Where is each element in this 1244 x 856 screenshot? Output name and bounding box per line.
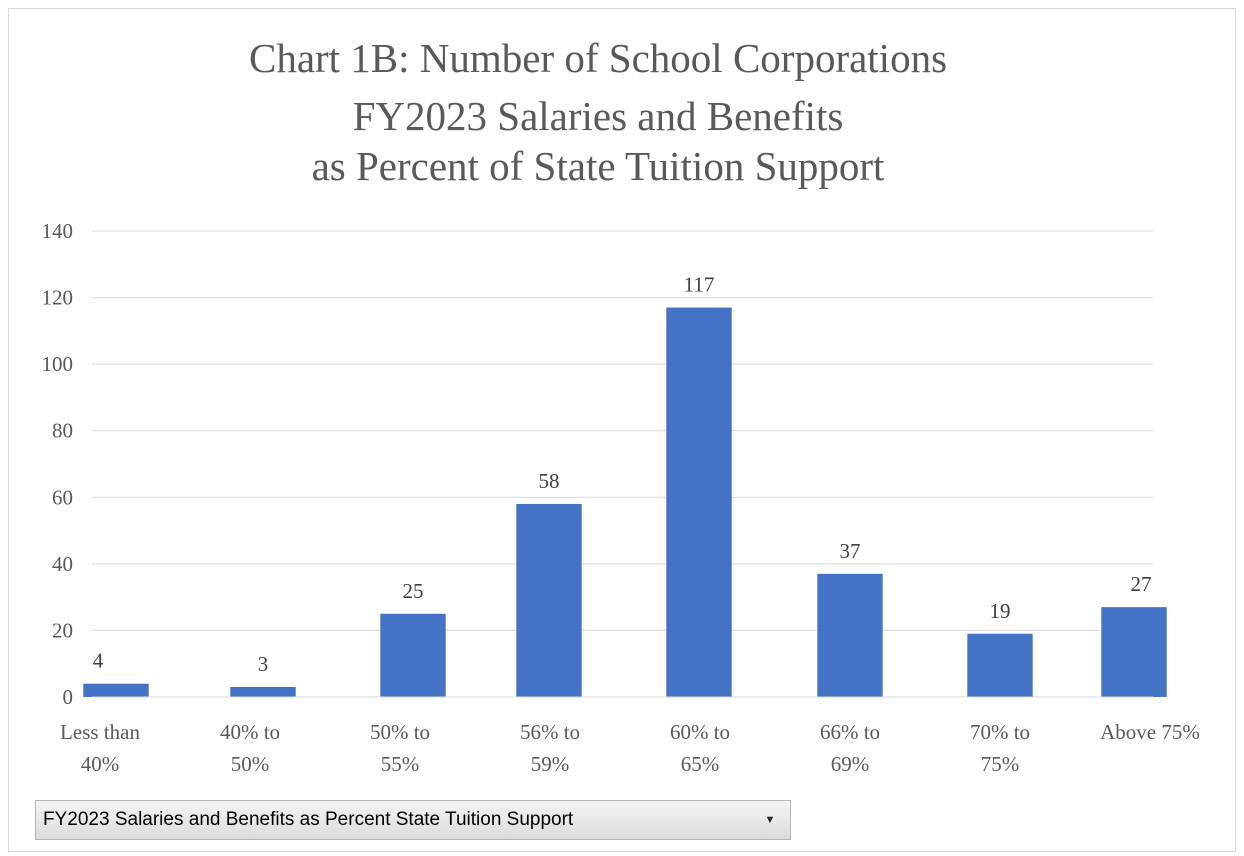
data-label: 19 — [990, 599, 1011, 623]
x-tick-label: 69% — [831, 752, 870, 776]
field-filter-button[interactable]: FY2023 Salaries and Benefits as Percent … — [35, 800, 791, 840]
x-tick-label: 40% to — [220, 720, 280, 744]
x-tick-label: 60% to — [670, 720, 730, 744]
data-label: 27 — [1131, 572, 1152, 596]
x-tick-label: 50% — [231, 752, 270, 776]
chart-frame: Chart 1B: Number of School Corporations F… — [8, 8, 1236, 852]
dropdown-arrow-icon[interactable]: ▼ — [764, 814, 776, 826]
bar — [230, 687, 296, 697]
x-tick-label: 70% to — [970, 720, 1030, 744]
y-tick-label: 40 — [52, 552, 73, 576]
y-tick-label: 0 — [63, 685, 74, 709]
x-tick-label: 56% to — [520, 720, 580, 744]
x-tick-label: 50% to — [370, 720, 430, 744]
chart-title-line: as Percent of State Tuition Support — [312, 143, 885, 189]
x-tick-label: 65% — [681, 752, 720, 776]
bar — [83, 683, 149, 697]
bar — [380, 613, 446, 697]
bar — [1101, 607, 1167, 697]
bar-chart: Chart 1B: Number of School Corporations F… — [42, 35, 1200, 776]
y-tick-label: 60 — [52, 485, 73, 509]
x-tick-label: 66% to — [820, 720, 880, 744]
y-tick-label: 120 — [42, 286, 74, 310]
y-tick-label: 20 — [52, 618, 73, 642]
y-tick-label: 140 — [42, 219, 74, 243]
bar — [817, 573, 883, 697]
y-tick-label: 80 — [52, 419, 73, 443]
data-label: 117 — [684, 273, 715, 297]
data-label: 37 — [840, 539, 861, 563]
x-tick-label: 75% — [981, 752, 1020, 776]
chart-title-line: Chart 1B: Number of School Corporations — [249, 35, 947, 81]
field-filter-label: FY2023 Salaries and Benefits as Percent … — [43, 809, 574, 830]
data-label: 3 — [258, 652, 269, 676]
bar — [516, 503, 582, 697]
x-tick-label: Above 75% — [1100, 720, 1200, 744]
bar — [666, 307, 732, 697]
x-tick-label: 55% — [381, 752, 420, 776]
bar — [967, 633, 1033, 697]
x-tick-label: 59% — [531, 752, 570, 776]
x-tick-label: Less than — [60, 720, 140, 744]
chart-title-line: FY2023 Salaries and Benefits — [353, 93, 844, 139]
y-tick-label: 100 — [42, 352, 74, 376]
data-label: 25 — [403, 579, 424, 603]
data-label: 58 — [539, 469, 560, 493]
data-label: 4 — [93, 649, 104, 673]
x-tick-label: 40% — [81, 752, 120, 776]
